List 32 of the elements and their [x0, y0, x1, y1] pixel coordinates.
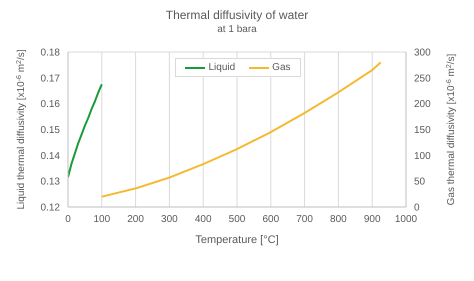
- x-tick-label: 700: [296, 214, 314, 226]
- x-tick-label: 1000: [394, 214, 418, 226]
- y-tick-label: 0.18: [40, 48, 60, 59]
- y-tick-label: 0.16: [40, 99, 60, 110]
- y2-tick-label: 250: [414, 73, 432, 84]
- legend-label: Liquid: [207, 62, 236, 73]
- x-tick-label: 400: [194, 214, 212, 226]
- line-series: [68, 83, 103, 178]
- chart-subtitle: at 1 bara: [216, 24, 258, 35]
- legend-label: Gas: [271, 62, 291, 73]
- y-tick-label: 0.12: [40, 202, 60, 214]
- x-tick-label: 100: [93, 214, 111, 226]
- line-series: [100, 61, 382, 198]
- y-tick-label: 0.13: [40, 176, 60, 188]
- x-tick-label: 0: [65, 214, 72, 226]
- y2-tick-label: 200: [414, 99, 432, 110]
- y-tick-label: 0.17: [40, 73, 60, 84]
- y2-tick-label: 50: [414, 176, 426, 188]
- x-axis-title: Temperature [°C]: [195, 234, 279, 246]
- y-tick-label: 0.15: [40, 125, 60, 136]
- x-tick-label: 900: [364, 214, 381, 226]
- x-tick-label: 500: [228, 214, 246, 226]
- x-tick-label: 800: [330, 214, 348, 226]
- chart-title: Thermal diffusivity of water: [164, 8, 310, 22]
- y2-tick-label: 0: [414, 202, 420, 214]
- y-tick-label: 0.14: [40, 150, 60, 162]
- x-tick-label: 600: [262, 214, 280, 226]
- y2-tick-label: 150: [414, 125, 432, 136]
- y2-tick-label: 100: [414, 150, 432, 162]
- y2-tick-label: 300: [414, 48, 432, 59]
- x-tick-label: 300: [161, 214, 178, 226]
- x-tick-label: 200: [127, 214, 144, 226]
